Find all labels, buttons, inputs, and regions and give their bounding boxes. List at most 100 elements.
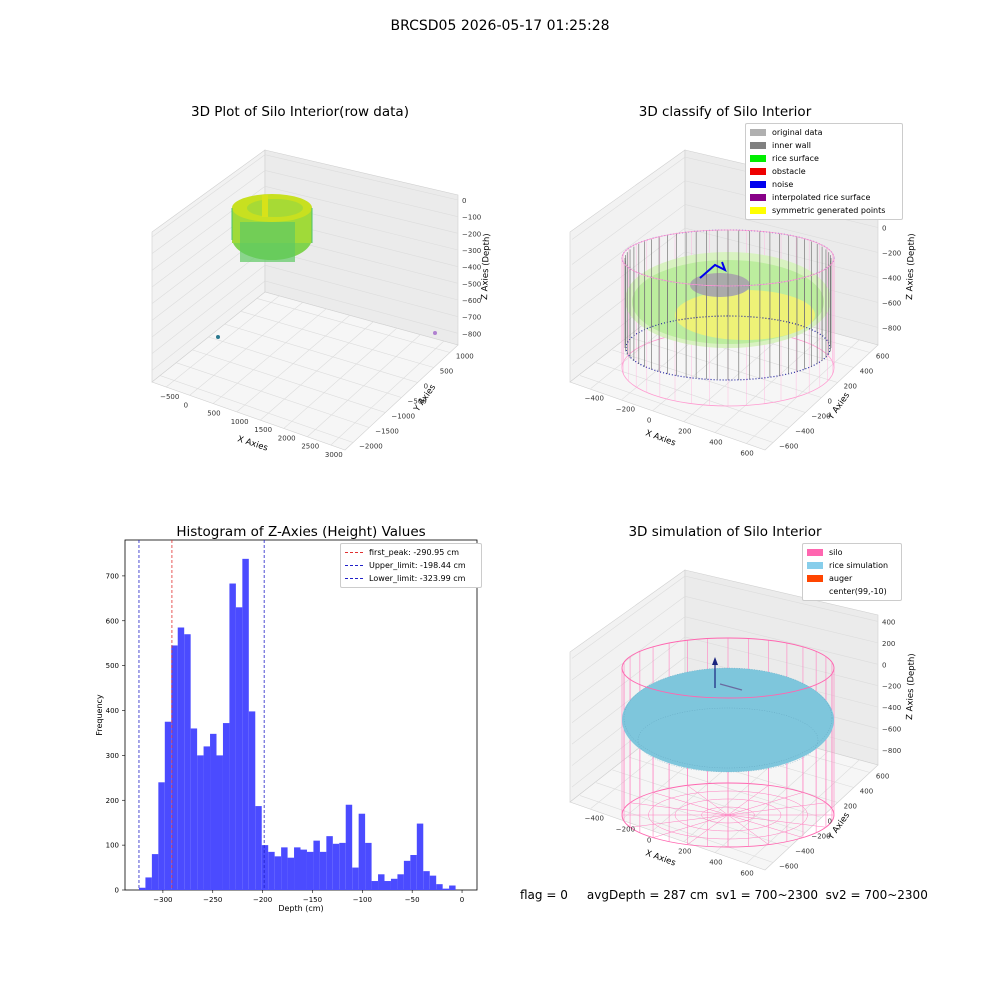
plot1-xlabel: X Axies — [236, 434, 269, 453]
histogram-bar — [352, 867, 359, 890]
legend-label: Upper_limit: -198.44 cm — [369, 561, 466, 570]
plot1-xtick: 500 — [207, 410, 220, 418]
histogram-bar — [332, 843, 340, 890]
histogram-xlabel: Depth (cm) — [278, 904, 323, 913]
plot4-legend: silo rice simulation auger center(99,-10) — [802, 543, 902, 601]
histogram-bar — [177, 627, 185, 890]
plot4-ytick: 0 — [828, 818, 832, 826]
plot2-ytick: 200 — [844, 383, 857, 391]
histogram-bar — [339, 842, 346, 890]
histogram-bar — [171, 645, 178, 890]
plot1-ztick: −200 — [462, 230, 481, 238]
classified-point-cloud — [621, 229, 835, 407]
histogram-bar — [403, 860, 411, 890]
legend-entry: original data — [750, 126, 898, 139]
histogram-ytick: 700 — [106, 572, 119, 580]
plot3-title: Histogram of Z-Axies (Height) Values — [176, 524, 426, 540]
legend-label: symmetric generated points — [772, 206, 886, 215]
legend-entry: noise — [750, 178, 898, 191]
legend-swatch — [750, 181, 766, 188]
plot2-ytick: −600 — [779, 443, 798, 451]
legend-entry: first_peak: -290.95 cm — [345, 546, 477, 559]
histogram-bar — [384, 881, 391, 890]
histogram-bar — [281, 847, 288, 890]
plot4-ztick: 400 — [882, 618, 895, 626]
histogram-chart: −300 −250 −200 −150 −100 −50 0 0 100 200 300 400 500… — [95, 539, 478, 913]
histogram-bar — [436, 884, 443, 890]
histogram-bar — [242, 558, 249, 890]
plot1-zlabel: Z Axies (Depth) — [480, 233, 492, 300]
histogram-bar — [358, 813, 366, 890]
histogram-bar — [203, 746, 211, 890]
legend-label: silo — [829, 548, 843, 557]
histogram-bar — [371, 881, 379, 890]
plot4-ytick: 600 — [876, 773, 889, 781]
plot1-ytick: −1500 — [375, 428, 399, 436]
plot4-ztick: −400 — [882, 704, 901, 712]
legend-entry: obstacle — [750, 165, 898, 178]
legend-label: inner wall — [772, 141, 812, 150]
plot1-ztick: −300 — [462, 247, 481, 255]
histogram-bar — [294, 847, 301, 890]
histogram-ytick: 400 — [106, 707, 119, 715]
plot2-ztick: −600 — [882, 300, 901, 308]
histogram-bar — [365, 842, 372, 890]
legend-entry: symmetric generated points — [750, 204, 898, 217]
histogram-bar — [151, 854, 159, 890]
plot4-ytick: −600 — [779, 863, 798, 871]
histogram-ytick: 100 — [106, 842, 119, 850]
plot1-xtick: 1000 — [231, 418, 249, 426]
plot4-xtick: 0 — [647, 837, 651, 845]
legend-label: center(99,-10) — [829, 587, 887, 596]
plot4-xtick: −200 — [616, 826, 635, 834]
plot1-title: 3D Plot of Silo Interior(row data) — [191, 104, 409, 120]
histogram-bar — [378, 874, 385, 890]
plot2-xtick: −200 — [616, 406, 635, 414]
silo-wireframe — [621, 637, 835, 848]
histogram-bar — [300, 849, 307, 890]
histogram-bar — [287, 857, 295, 890]
histogram-xtick: −250 — [203, 896, 222, 904]
legend-label: original data — [772, 128, 823, 137]
histogram-bar — [248, 711, 256, 890]
histogram-bar — [429, 875, 437, 890]
legend-entry: rice simulation — [807, 559, 897, 572]
histogram-xtick: −300 — [153, 896, 172, 904]
histogram-bar — [190, 728, 198, 890]
histogram-xtick: −100 — [353, 896, 372, 904]
legend-label: first_peak: -290.95 cm — [369, 548, 460, 557]
plot1-xtick: 2000 — [278, 434, 296, 442]
histogram-bar — [138, 887, 146, 890]
legend-entry: center(99,-10) — [807, 585, 897, 598]
plot1-ztick: 0 — [462, 197, 466, 205]
plot4-ytick: 400 — [860, 788, 873, 796]
legend-swatch — [807, 575, 823, 582]
histogram-bar — [229, 583, 236, 890]
legend-swatch — [345, 578, 363, 579]
plot4-simulation-3d: −400−2000200400600−600−400−2000200400600… — [569, 569, 917, 877]
histogram-bar — [222, 723, 230, 890]
histogram-bar — [397, 874, 404, 890]
legend-entry: rice surface — [750, 152, 898, 165]
plot4-xlabel: X Axies — [644, 848, 677, 868]
raw-point-cloud — [216, 194, 437, 339]
histogram-bar — [416, 823, 424, 890]
legend-entry: Upper_limit: -198.44 cm — [345, 559, 477, 572]
legend-label: obstacle — [772, 167, 806, 176]
plot2-ytick: −200 — [811, 413, 830, 421]
legend-swatch — [345, 565, 363, 566]
histogram-bar — [216, 755, 223, 890]
plot4-ztick: −800 — [882, 747, 901, 755]
legend-entry: silo — [807, 546, 897, 559]
legend-swatch — [750, 207, 766, 214]
plot2-xtick: −400 — [585, 395, 604, 403]
plot2-xtick: 0 — [647, 417, 651, 425]
legend-swatch — [807, 588, 823, 595]
plot2-title: 3D classify of Silo Interior — [638, 104, 812, 120]
legend-swatch — [750, 129, 766, 136]
plot4-zlabel: Z Axies (Depth) — [905, 653, 917, 720]
legend-label: rice surface — [772, 154, 819, 163]
plot4-ztick: 200 — [882, 640, 895, 648]
histogram-bar — [442, 888, 450, 890]
plot1-ytick: −500 — [408, 398, 427, 406]
